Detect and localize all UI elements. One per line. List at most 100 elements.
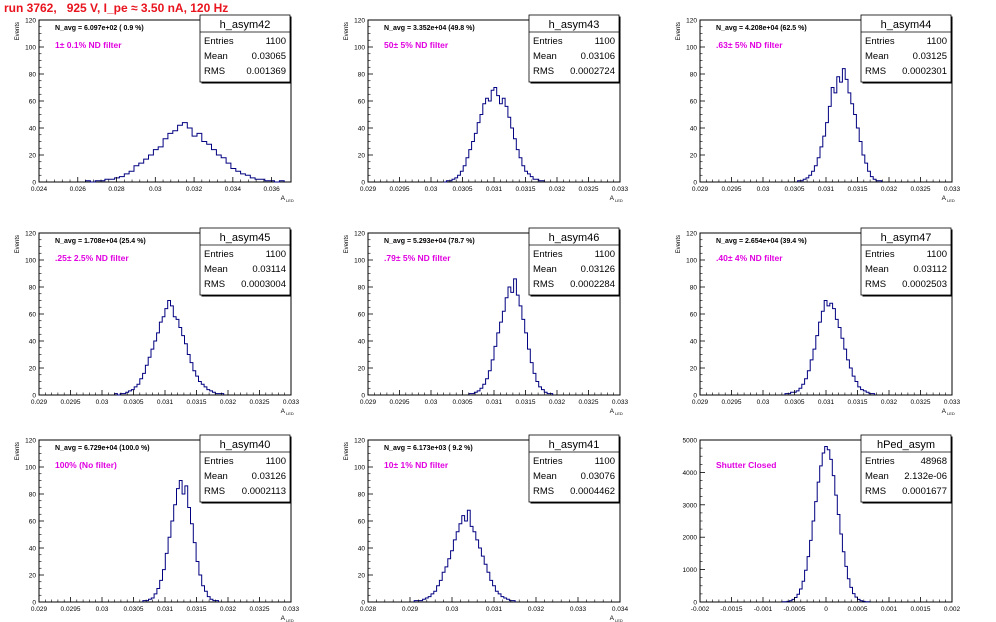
y-tick-label: 0	[693, 180, 697, 187]
y-tick-label: 20	[690, 153, 698, 160]
y-tick-label: 120	[686, 231, 697, 238]
stats-box-title: h_asym43	[549, 19, 600, 31]
stats-label: Mean	[533, 471, 557, 482]
y-axis-label: Events	[676, 235, 682, 253]
y-tick-label: 60	[29, 519, 37, 526]
x-tick-label: 0.029	[360, 399, 377, 406]
x-tick-label: 0.031	[486, 399, 503, 406]
stats-label: RMS	[533, 66, 554, 77]
x-tick-label: 0.03	[96, 399, 109, 406]
stats-label: RMS	[204, 486, 225, 497]
y-tick-label: 100	[686, 258, 697, 265]
stats-label: Entries	[204, 456, 234, 467]
stats-value: 1100	[595, 249, 615, 260]
x-axis-label: A	[281, 408, 286, 415]
histogram-panel-h_asym46: 0.029 0.0295 0.03 0.0305 0.031 0.0315 0.032 0.0…	[344, 227, 629, 416]
stats-box	[199, 14, 291, 83]
x-axis-label-subscript: LED	[947, 411, 955, 416]
y-tick-label: 120	[25, 231, 36, 238]
x-tick-label: 0.026	[70, 186, 87, 193]
y-tick-label: 100	[25, 465, 36, 472]
y-axis-label: Events	[676, 22, 682, 40]
y-axis-label: Events	[344, 22, 350, 40]
x-tick-label: 0.031	[486, 606, 503, 613]
navg-caption: N_avg = 3.352e+04 (49.8 %)	[384, 25, 475, 32]
stats-label: Mean	[865, 471, 889, 482]
stats-box	[528, 14, 620, 83]
stats-value: 0.0002724	[570, 66, 615, 77]
x-tick-label: 0.033	[944, 186, 961, 193]
stats-value: 0.0002301	[902, 66, 947, 77]
stats-value: 0.0002284	[570, 279, 615, 290]
stats-label: RMS	[533, 279, 554, 290]
y-tick-label: 80	[29, 492, 37, 499]
stats-value: 1100	[266, 249, 286, 260]
navg-caption: N_avg = 2.654e+04 (39.4 %)	[716, 238, 807, 245]
x-axis-label-subscript: LED	[286, 618, 294, 622]
x-tick-label: 0.0315	[848, 399, 868, 406]
y-tick-label: 0	[693, 600, 697, 607]
x-tick-label: 0.0325	[911, 186, 931, 193]
navg-caption: N_avg = 6.173e+03 ( 9.2 %)	[384, 445, 473, 452]
x-tick-label: 0.033	[612, 399, 629, 406]
y-tick-label: 0	[32, 393, 36, 400]
stats-label: Entries	[204, 249, 234, 260]
x-tick-label: 0.024	[31, 186, 48, 193]
histogram-line	[468, 278, 554, 395]
stats-box-title: h_asym42	[220, 19, 271, 31]
histogram-line	[114, 300, 225, 396]
y-axis-label: Events	[344, 235, 350, 253]
histogram-line	[443, 87, 545, 183]
stats-label: Mean	[865, 51, 889, 62]
y-tick-label: 60	[29, 312, 37, 319]
histogram-panel-h_asym42: 0.024 0.026 0.028 0.03 0.032 0.034 0.036 0 20 40 6…	[15, 14, 294, 203]
y-tick-label: 60	[358, 312, 366, 319]
x-tick-label: 0.033	[283, 606, 300, 613]
navg-caption: N_avg = 6.097e+02 ( 0.9 %)	[55, 25, 144, 32]
stats-box-title: h_asym45	[220, 232, 271, 244]
y-axis-label: Events	[15, 235, 21, 253]
x-tick-label: 0	[824, 606, 828, 613]
x-tick-label: 0.03	[425, 186, 438, 193]
histogram-panel-h_asym45: 0.029 0.0295 0.03 0.0305 0.031 0.0315 0.032 0.0…	[15, 227, 300, 416]
navg-caption: N_avg = 5.293e+04 (78.7 %)	[384, 238, 475, 245]
x-axis-label-subscript: LED	[286, 198, 294, 203]
stats-value: 1100	[266, 36, 286, 47]
histogram-panel-h_asym47: 0.029 0.0295 0.03 0.0305 0.031 0.0315 0.032 0.0…	[676, 227, 961, 416]
stats-box-title: h_asym44	[881, 19, 932, 31]
x-tick-label: 0.0015	[911, 606, 931, 613]
y-tick-label: 3000	[683, 502, 698, 509]
y-tick-label: 120	[25, 438, 36, 445]
y-tick-label: 120	[686, 18, 697, 25]
x-tick-label: 0.028	[108, 186, 125, 193]
y-tick-label: 0	[361, 180, 365, 187]
x-axis-label-subscript: LED	[615, 618, 623, 622]
x-tick-label: 0.031	[818, 186, 835, 193]
x-tick-label: 0.036	[263, 186, 280, 193]
x-tick-label: 0.033	[570, 606, 587, 613]
y-axis-label: Events	[15, 22, 21, 40]
y-tick-label: 20	[29, 366, 37, 373]
histogram-panel-hPed_asym: -0.002 -0.0015 -0.001 -0.0005 0 0.0005 0.001 0.…	[683, 434, 961, 613]
y-tick-label: 60	[690, 99, 698, 106]
x-tick-label: 0.0305	[453, 399, 473, 406]
y-tick-label: 80	[358, 492, 366, 499]
x-tick-label: 0.029	[402, 606, 419, 613]
y-tick-label: 0	[693, 393, 697, 400]
stats-value: 1100	[927, 249, 947, 260]
x-tick-label: 0.029	[692, 399, 709, 406]
x-tick-label: 0.034	[612, 606, 629, 613]
x-tick-label: 0.0295	[61, 606, 81, 613]
y-tick-label: 20	[358, 153, 366, 160]
stats-value: 1100	[927, 36, 947, 47]
x-axis-label: A	[281, 195, 286, 202]
stats-value: 0.03125	[913, 51, 947, 62]
stats-label: RMS	[865, 279, 886, 290]
x-axis-label: A	[942, 195, 947, 202]
x-tick-label: 0.0295	[390, 186, 410, 193]
y-tick-label: 120	[354, 231, 365, 238]
y-tick-label: 100	[354, 45, 365, 52]
stats-label: Mean	[204, 471, 228, 482]
stats-value: 0.03106	[581, 51, 615, 62]
